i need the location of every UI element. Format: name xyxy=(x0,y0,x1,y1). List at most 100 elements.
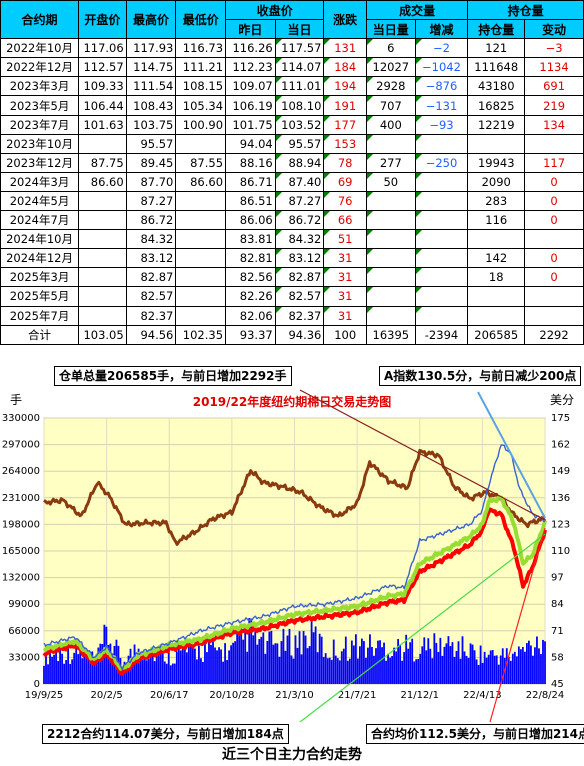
cell-low: 100.90 xyxy=(175,114,227,135)
cell-high: 82.57 xyxy=(125,286,177,307)
volume-bar xyxy=(352,645,355,684)
cell-open-interest: 43180 xyxy=(467,76,526,97)
cell-oi-change: 1134 xyxy=(524,57,584,78)
volume-bar xyxy=(459,658,462,684)
volume-bar xyxy=(542,639,544,684)
cell-open-interest: 16825 xyxy=(467,95,526,116)
table-row: 2023年3月 109.33 111.54 108.15 109.07 111.01 194… xyxy=(0,76,584,97)
header-volume-change: 增减 xyxy=(414,19,469,40)
volume-bar xyxy=(232,642,235,684)
volume-bar xyxy=(481,662,484,684)
volume-bar xyxy=(316,652,319,684)
cell-volume-change xyxy=(414,248,469,269)
header-oi-change: 变动 xyxy=(524,19,584,40)
volume-bar xyxy=(59,648,61,684)
cell-change: 153 xyxy=(323,133,367,154)
cell-open-interest: 206585 xyxy=(467,324,526,345)
volume-bar xyxy=(159,648,162,684)
volume-bar xyxy=(336,658,339,684)
volume-bar xyxy=(439,637,442,684)
volume-bar xyxy=(489,650,492,684)
cell-prev-close: 106.19 xyxy=(225,95,276,116)
cell-change: 131 xyxy=(323,38,367,59)
volume-bar xyxy=(409,642,412,684)
cell-prev-close: 101.75 xyxy=(225,114,276,135)
volume-bar xyxy=(240,627,243,684)
table-row: 2024年10月 84.32 83.81 84.32 51 xyxy=(0,229,584,250)
header-open-interest: 持仓量 xyxy=(467,0,584,21)
cell-volume-change: −93 xyxy=(414,114,469,135)
cell-today-close: 114.07 xyxy=(274,57,325,78)
volume-bar xyxy=(332,639,335,684)
cell-today-volume: 6 xyxy=(365,38,416,59)
cell-open xyxy=(78,305,127,326)
volume-bar xyxy=(254,623,257,684)
cell-oi-change xyxy=(524,229,584,250)
volume-bar xyxy=(312,632,315,684)
volume-bar xyxy=(318,633,321,684)
volume-bar xyxy=(47,664,49,684)
volume-bar xyxy=(491,649,494,684)
volume-bar xyxy=(487,654,490,684)
cell-volume-change xyxy=(414,210,469,231)
volume-bar xyxy=(447,636,450,684)
y-left-tick-label: 231000 xyxy=(2,493,40,504)
volume-bar xyxy=(272,644,275,684)
cell-change: 194 xyxy=(323,76,367,97)
volume-bar xyxy=(258,639,261,684)
cell-oi-change: 117 xyxy=(524,152,584,173)
cell-volume-change xyxy=(414,171,469,192)
y-left-tick-label: 264000 xyxy=(2,466,40,477)
volume-bar xyxy=(536,636,538,684)
volume-bar xyxy=(67,644,70,684)
volume-bar xyxy=(280,641,283,684)
volume-bar xyxy=(214,647,216,684)
volume-bar xyxy=(356,658,359,684)
cell-today-close: 117.57 xyxy=(274,38,325,59)
cell-open-interest: 142 xyxy=(467,248,526,269)
table-row: 2025年3月 82.87 82.56 82.87 31 18 0 xyxy=(0,267,584,288)
cell-contract: 2023年10月 xyxy=(0,133,80,154)
volume-bar xyxy=(208,639,210,684)
volume-bar xyxy=(530,645,532,684)
volume-bar xyxy=(266,640,269,684)
volume-bar xyxy=(485,657,488,684)
cell-oi-change: −3 xyxy=(524,38,584,59)
cell-today-close: 95.57 xyxy=(274,133,325,154)
volume-bar xyxy=(521,646,524,684)
cell-volume-change xyxy=(414,305,469,326)
cell-today-volume xyxy=(365,133,416,154)
volume-bar xyxy=(387,653,389,684)
volume-bar xyxy=(244,629,247,684)
y-right-tick-label: 97 xyxy=(551,573,564,584)
cell-oi-change: 0 xyxy=(524,210,584,231)
cell-today-volume: 400 xyxy=(365,114,416,135)
cell-volume-change xyxy=(414,229,469,250)
volume-bar xyxy=(93,656,96,684)
volume-bar xyxy=(358,646,361,684)
cell-low xyxy=(175,248,227,269)
header-change: 涨跌 xyxy=(323,0,367,40)
y-right-axis-label: 美分 xyxy=(550,393,574,407)
volume-bar xyxy=(475,659,478,684)
volume-bar xyxy=(417,658,420,684)
table-row: 2024年12月 83.12 82.81 83.12 31 142 0 xyxy=(0,248,584,269)
cell-change: 100 xyxy=(323,324,367,345)
volume-bar xyxy=(125,666,128,684)
cell-contract: 2024年12月 xyxy=(0,248,80,269)
volume-bar xyxy=(423,637,426,684)
volume-bar xyxy=(473,650,476,684)
header-open: 开盘价 xyxy=(78,0,127,40)
volume-bar xyxy=(383,642,385,684)
x-tick-label: 22/8/24 xyxy=(526,690,565,701)
volume-bar xyxy=(413,661,416,684)
volume-bar xyxy=(419,653,422,684)
volume-bar xyxy=(202,661,204,684)
cell-today-close: 82.37 xyxy=(274,305,325,326)
table-row: 2025年7月 82.37 82.06 82.37 31 xyxy=(0,305,584,326)
cell-prev-close: 82.26 xyxy=(225,286,276,307)
volume-bar xyxy=(175,651,178,684)
cell-open-interest: 116 xyxy=(467,210,526,231)
chart-title: 2019/22年度纽约期棉日交易走势图 xyxy=(193,394,391,409)
volume-bar xyxy=(234,641,237,684)
